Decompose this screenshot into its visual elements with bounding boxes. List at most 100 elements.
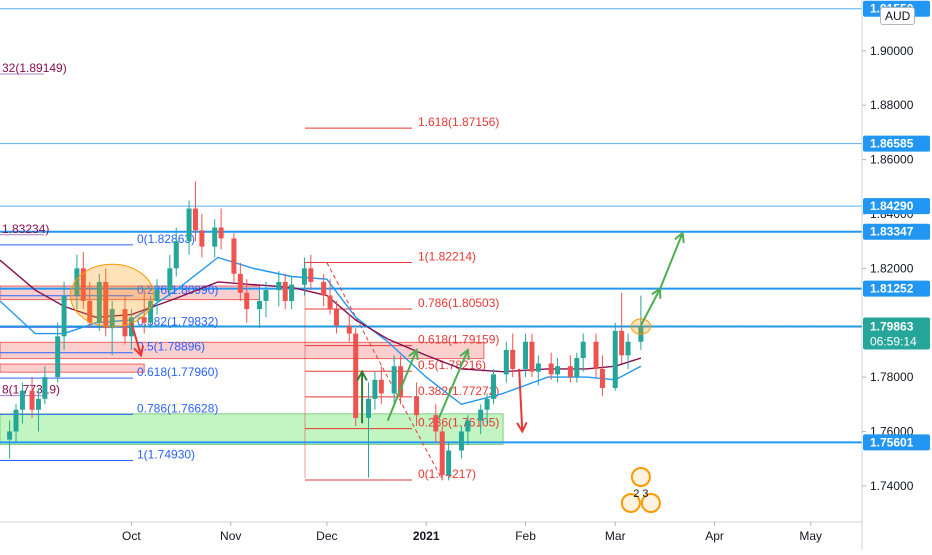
- current-price-label: 1.79863: [870, 319, 914, 333]
- candle-body-18: [154, 290, 160, 301]
- candle-body-46: [414, 396, 420, 416]
- fib-right-label-1: 1(1.82214): [418, 250, 476, 264]
- arrow-head-0: [133, 345, 145, 358]
- price-tick-label-0: 1.90000: [870, 44, 914, 58]
- price-badge-3: [863, 223, 930, 240]
- candle-body-40: [353, 333, 359, 418]
- price-tick-label-2: 1.86000: [870, 153, 914, 167]
- candle-body-19: [167, 268, 173, 291]
- candle-body-15: [128, 317, 134, 337]
- candle-body-56: [510, 349, 516, 369]
- candle-body-13: [109, 309, 115, 329]
- candle-body-67: [612, 330, 618, 388]
- candle-body-8: [74, 268, 80, 296]
- arrow-shaft-5: [640, 288, 662, 326]
- candle-body-26: [231, 238, 237, 274]
- candle-body-62: [567, 366, 573, 378]
- event-layer: 2 3: [620, 467, 661, 513]
- candle-body-55: [503, 349, 509, 375]
- event-marker-top: [630, 467, 651, 487]
- level-layer: [0, 8, 862, 444]
- candle-body-22: [192, 208, 198, 231]
- candle-body-57: [523, 341, 529, 369]
- candle-body-33: [289, 284, 295, 301]
- fib-right-label-2: 0.786(1.80503): [418, 296, 499, 310]
- candle-body-5: [42, 377, 48, 399]
- price-badge-label-6: 1.75601: [870, 435, 914, 449]
- candle-body-6: [55, 336, 61, 378]
- currency-label[interactable]: AUD: [880, 7, 916, 25]
- fib-right-label-5: 0.382(1.77272): [418, 384, 499, 398]
- fib-right-label-3: 0.618(1.79159): [418, 333, 499, 347]
- fib-left-label-5: 0.786(1.76628): [137, 401, 218, 415]
- price-axis-panel: [862, 0, 932, 550]
- drawing-layer: [69, 231, 685, 434]
- fib-right-label-0: 1.618(1.87156): [418, 115, 499, 129]
- arrow-head-2: [408, 347, 419, 360]
- time-tick-label-7: May: [799, 529, 822, 543]
- arrow-shaft-2: [386, 349, 418, 421]
- candle-body-0: [7, 431, 13, 440]
- price-tick-label-6: 1.78000: [870, 370, 914, 384]
- moving-average-red: [0, 259, 642, 373]
- candle-body-60: [548, 363, 554, 375]
- candle-body-16: [141, 317, 147, 323]
- candle-body-61: [555, 366, 561, 375]
- candle-body-17: [148, 300, 154, 323]
- fib-left-label-0: 0(1.82863): [137, 232, 195, 246]
- candle-body-51: [465, 420, 471, 432]
- fib-left-label-6: 1(1.74930): [137, 448, 195, 462]
- candle-body-2: [19, 390, 25, 410]
- candle-body-20: [173, 241, 179, 269]
- event-marker-bottom-right: [640, 493, 661, 513]
- zone-layer: [0, 285, 504, 446]
- price-tick-label-1: 1.88000: [870, 98, 914, 112]
- candle-body-10: [87, 300, 93, 323]
- candle-body-45: [398, 366, 404, 397]
- price-badge-1: [863, 135, 930, 152]
- candle-body-59: [535, 363, 541, 372]
- candle-body-9: [80, 268, 86, 301]
- candle-body-63: [574, 358, 580, 378]
- price-badge-label-2: 1.84290: [870, 199, 914, 213]
- candle-body-27: [237, 273, 243, 293]
- arrow-head-1: [356, 369, 368, 381]
- price-tick-label-4: 1.82000: [870, 261, 914, 275]
- countdown-label: 06:59:14: [870, 334, 917, 348]
- candle-body-25: [218, 227, 224, 239]
- candle-body-38: [333, 309, 339, 326]
- candle-body-68: [619, 330, 625, 356]
- candle-body-1: [13, 409, 19, 432]
- candle-body-4: [35, 398, 41, 410]
- candle-body-29: [257, 300, 263, 310]
- candle-body-35: [308, 268, 314, 282]
- arrow-shaft-0: [130, 322, 142, 356]
- current-price-badge: [863, 317, 930, 350]
- candle-body-58: [529, 341, 535, 372]
- candle-body-65: [593, 341, 599, 369]
- event-marker-bottom-left: [620, 493, 641, 513]
- candle-layer: [7, 181, 644, 481]
- candle-body-31: [276, 281, 282, 291]
- price-badge-2: [863, 198, 930, 215]
- candle-body-53: [484, 398, 490, 410]
- moving-average-layer: [0, 256, 642, 406]
- price-badge-label-4: 1.81252: [870, 282, 914, 296]
- event-label-count: 2 3: [633, 488, 648, 500]
- price-badge-label-3: 1.83347: [870, 225, 914, 239]
- demand-zone-3: [0, 413, 504, 446]
- candle-body-41: [366, 398, 372, 418]
- price-badge-4: [863, 280, 930, 297]
- fib-left-label-4: 0.618(1.77960): [137, 365, 218, 379]
- arrow-shaft-3: [438, 349, 469, 419]
- arrow-shaft-4: [518, 368, 524, 432]
- time-tick-label-2: Dec: [316, 529, 337, 543]
- candle-body-21: [186, 208, 192, 242]
- candle-body-30: [263, 290, 269, 301]
- time-tick-label-5: Mar: [605, 529, 626, 543]
- candle-body-64: [580, 341, 586, 359]
